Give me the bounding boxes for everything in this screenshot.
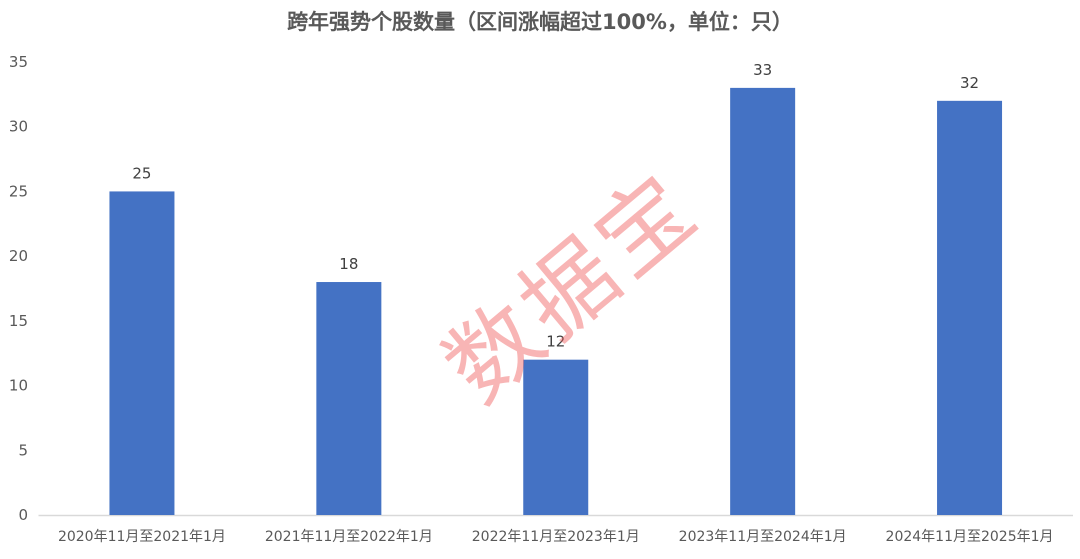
bar xyxy=(937,100,1003,515)
bar xyxy=(523,359,589,515)
y-tick-label: 10 xyxy=(9,377,28,395)
x-tick-label: 2022年11月至2023年1月 xyxy=(472,529,640,545)
data-label: 33 xyxy=(753,61,772,79)
data-label: 25 xyxy=(132,164,151,182)
y-tick-label: 30 xyxy=(9,118,28,136)
x-tick-label: 2024年11月至2025年1月 xyxy=(886,529,1054,545)
data-label: 32 xyxy=(960,74,979,92)
bar xyxy=(109,191,175,515)
x-tick-label: 2021年11月至2022年1月 xyxy=(265,529,433,545)
y-tick-label: 5 xyxy=(18,441,28,459)
bar xyxy=(316,282,382,515)
bar xyxy=(730,87,796,515)
y-tick-label: 15 xyxy=(9,312,28,330)
y-tick-label: 0 xyxy=(18,506,28,524)
y-tick-label: 35 xyxy=(9,53,28,71)
data-label: 18 xyxy=(339,255,358,273)
y-tick-label: 25 xyxy=(9,182,28,200)
x-tick-label: 2020年11月至2021年1月 xyxy=(58,529,226,545)
x-tick-label: 2023年11月至2024年1月 xyxy=(679,529,847,545)
data-label: 12 xyxy=(546,333,565,351)
y-tick-label: 20 xyxy=(9,247,28,265)
chart-title: 跨年强势个股数量（区间涨幅超过100%，单位：只） xyxy=(287,10,793,34)
